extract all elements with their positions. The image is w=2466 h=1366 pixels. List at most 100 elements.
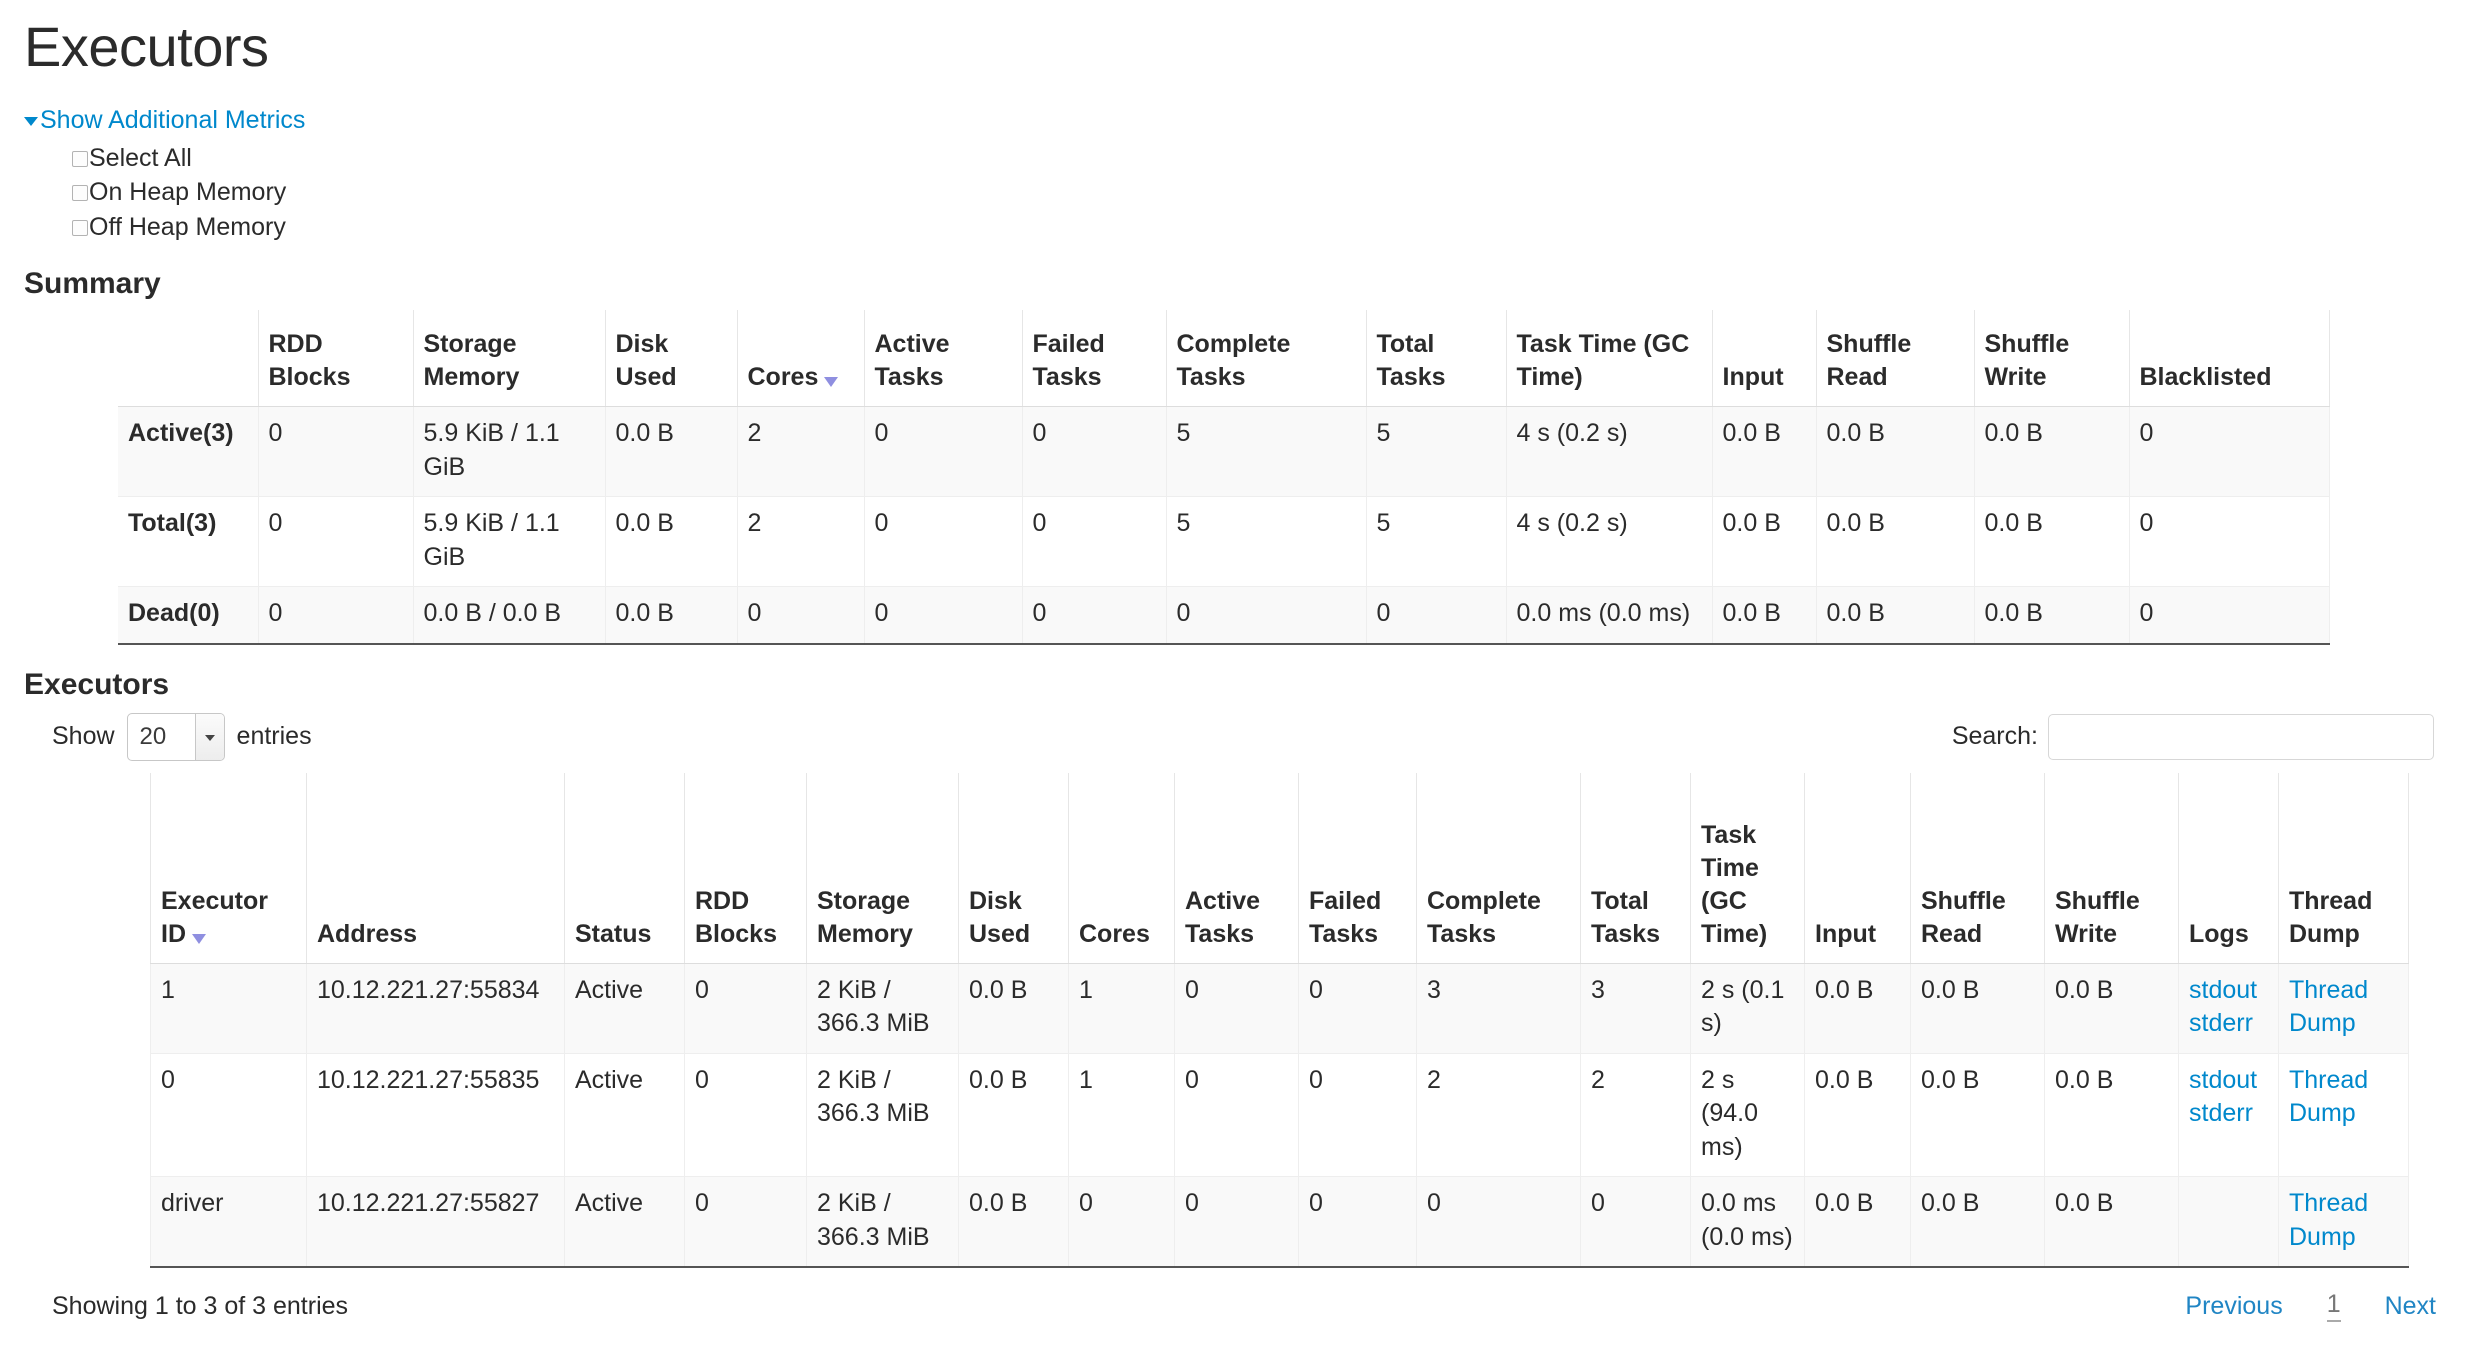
executors-table-controls: Show 20 entries Search: [24,712,2442,761]
cell-shuffle-read: 0.0 B [1910,1176,2045,1268]
page-length-select[interactable]: 20 [126,712,225,761]
show-label: Show [52,722,115,750]
summary-col-complete-tasks[interactable]: Complete Tasks [1165,310,1367,407]
thread-dump-link[interactable]: Thread Dump [2289,1065,2369,1128]
executors-col-logs[interactable]: Logs [2178,772,2279,964]
executors-col-storage-memory[interactable]: Storage Memory [806,772,959,964]
off-heap-memory-checkbox[interactable] [72,219,88,236]
summary-cell-cores: 2 [736,496,865,587]
stdout-link[interactable]: stdout [2189,1065,2258,1094]
stdout-link[interactable]: stdout [2189,975,2258,1004]
table-row: 1 10.12.221.27:55834 Active 0 2 KiB / 36… [150,963,2409,1054]
summary-col-storage-memory[interactable]: Storage Memory [412,310,606,407]
summary-cell-cores: 0 [736,586,865,645]
executors-col-active-tasks[interactable]: Active Tasks [1174,772,1299,964]
summary-col-active-tasks[interactable]: Active Tasks [863,310,1023,407]
summary-cell-input: 0.0 B [1711,586,1817,645]
summary-col-shuffle-read[interactable]: Shuffle Read [1815,310,1975,407]
summary-cell-rdd-blocks: 0 [257,586,414,645]
summary-col-disk-used[interactable]: Disk Used [604,310,738,407]
metric-option-label: Off Heap Memory [89,212,286,241]
summary-col-cores[interactable]: Cores [736,310,865,407]
summary-cell-failed-tasks: 0 [1021,586,1167,645]
cell-status: Active [564,1176,685,1268]
search-input[interactable] [2048,713,2434,760]
cell-thread-dump: Thread Dump [2278,1053,2409,1177]
summary-col-failed-tasks[interactable]: Failed Tasks [1021,310,1167,407]
select-all-checkbox[interactable] [72,150,88,167]
cell-failed-tasks: 0 [1298,963,1417,1054]
summary-cell-active-tasks: 0 [863,586,1023,645]
on-heap-memory-checkbox[interactable] [72,185,88,201]
cell-thread-dump: Thread Dump [2278,1176,2409,1268]
summary-cell-rdd-blocks: 0 [257,406,414,497]
sort-descending-icon [192,933,206,944]
metric-option-off-heap-memory[interactable]: Off Heap Memory [72,210,2442,245]
cell-cores: 1 [1068,963,1175,1054]
summary-table: RDD Blocks Storage Memory Disk Used Core… [118,310,2330,645]
pagination: Previous 1 Next [2185,1290,2436,1322]
summary-col-task-time[interactable]: Task Time (GC Time) [1505,310,1713,407]
executors-page: Executors Show Additional Metrics Select… [0,12,2466,1322]
summary-row-label: Dead(0) [118,586,259,645]
executors-table: Executor ID Address Status RDD Blocks St… [150,772,2409,1269]
cell-cores: 0 [1068,1176,1175,1268]
executors-col-input[interactable]: Input [1804,772,1911,964]
stderr-link[interactable]: stderr [2189,1099,2253,1127]
executors-col-complete-tasks[interactable]: Complete Tasks [1416,772,1581,964]
summary-col-input[interactable]: Input [1711,310,1817,407]
summary-col-shuffle-write[interactable]: Shuffle Write [1973,310,2130,407]
cell-logs: stdout stderr [2178,1053,2279,1177]
cell-failed-tasks: 0 [1298,1176,1417,1268]
caret-down-icon [24,117,38,126]
executors-table-footer: Showing 1 to 3 of 3 entries Previous 1 N… [24,1290,2442,1322]
cell-address: 10.12.221.27:55834 [306,963,565,1054]
summary-cell-rdd-blocks: 0 [257,496,414,587]
summary-cell-input: 0.0 B [1711,496,1817,587]
executors-col-rdd-blocks[interactable]: RDD Blocks [684,772,807,964]
summary-col-blank[interactable] [118,310,259,407]
cell-active-tasks: 0 [1174,1176,1299,1268]
pagination-previous[interactable]: Previous [2185,1291,2283,1320]
summary-row-label: Total(3) [118,496,259,587]
cell-total-tasks: 3 [1580,963,1691,1054]
executors-col-thread-dump[interactable]: Thread Dump [2278,772,2409,964]
executors-col-shuffle-read[interactable]: Shuffle Read [1910,772,2045,964]
executors-col-shuffle-write[interactable]: Shuffle Write [2044,772,2179,964]
stderr-link[interactable]: stderr [2189,1009,2253,1037]
pagination-next[interactable]: Next [2384,1291,2436,1320]
pagination-page-1[interactable]: 1 [2326,1290,2341,1322]
metric-option-select-all[interactable]: Select All [72,141,2442,176]
executors-col-task-time[interactable]: Task Time (GC Time) [1690,772,1805,964]
executors-col-executor-id[interactable]: Executor ID [150,772,307,964]
executors-col-address[interactable]: Address [306,772,565,964]
executors-col-total-tasks[interactable]: Total Tasks [1580,772,1691,964]
summary-cell-blacklisted: 0 [2128,406,2330,497]
cell-rdd-blocks: 0 [684,963,807,1054]
cell-executor-id: 1 [150,963,307,1054]
thread-dump-link[interactable]: Thread Dump [2289,975,2369,1038]
cell-input: 0.0 B [1804,1053,1911,1177]
show-additional-metrics-toggle[interactable]: Show Additional Metrics [24,104,305,137]
summary-cell-blacklisted: 0 [2128,586,2330,645]
cell-logs: stdout stderr [2178,963,2279,1054]
cell-complete-tasks: 2 [1416,1053,1581,1177]
cell-task-time: 0.0 ms (0.0 ms) [1690,1176,1805,1268]
cell-active-tasks: 0 [1174,1053,1299,1177]
summary-col-total-tasks[interactable]: Total Tasks [1365,310,1507,407]
summary-cell-task-time: 4 s (0.2 s) [1505,496,1713,587]
summary-cell-shuffle-write: 0.0 B [1973,406,2130,497]
show-additional-metrics-label: Show Additional Metrics [40,106,306,134]
executors-col-status[interactable]: Status [564,772,685,964]
executors-col-cores[interactable]: Cores [1068,772,1175,964]
summary-col-blacklisted[interactable]: Blacklisted [2128,310,2330,407]
summary-cell-shuffle-write: 0.0 B [1973,586,2130,645]
thread-dump-link[interactable]: Thread Dump [2289,1189,2369,1251]
summary-row-dead: Dead(0) 0 0.0 B / 0.0 B 0.0 B 0 0 0 0 0 … [118,586,2330,645]
summary-col-rdd-blocks[interactable]: RDD Blocks [257,310,414,407]
metric-option-on-heap-memory[interactable]: On Heap Memory [72,175,2442,210]
executors-col-failed-tasks[interactable]: Failed Tasks [1298,772,1417,964]
cell-input: 0.0 B [1804,1176,1911,1268]
executors-col-disk-used[interactable]: Disk Used [958,772,1069,964]
cell-active-tasks: 0 [1174,963,1299,1054]
